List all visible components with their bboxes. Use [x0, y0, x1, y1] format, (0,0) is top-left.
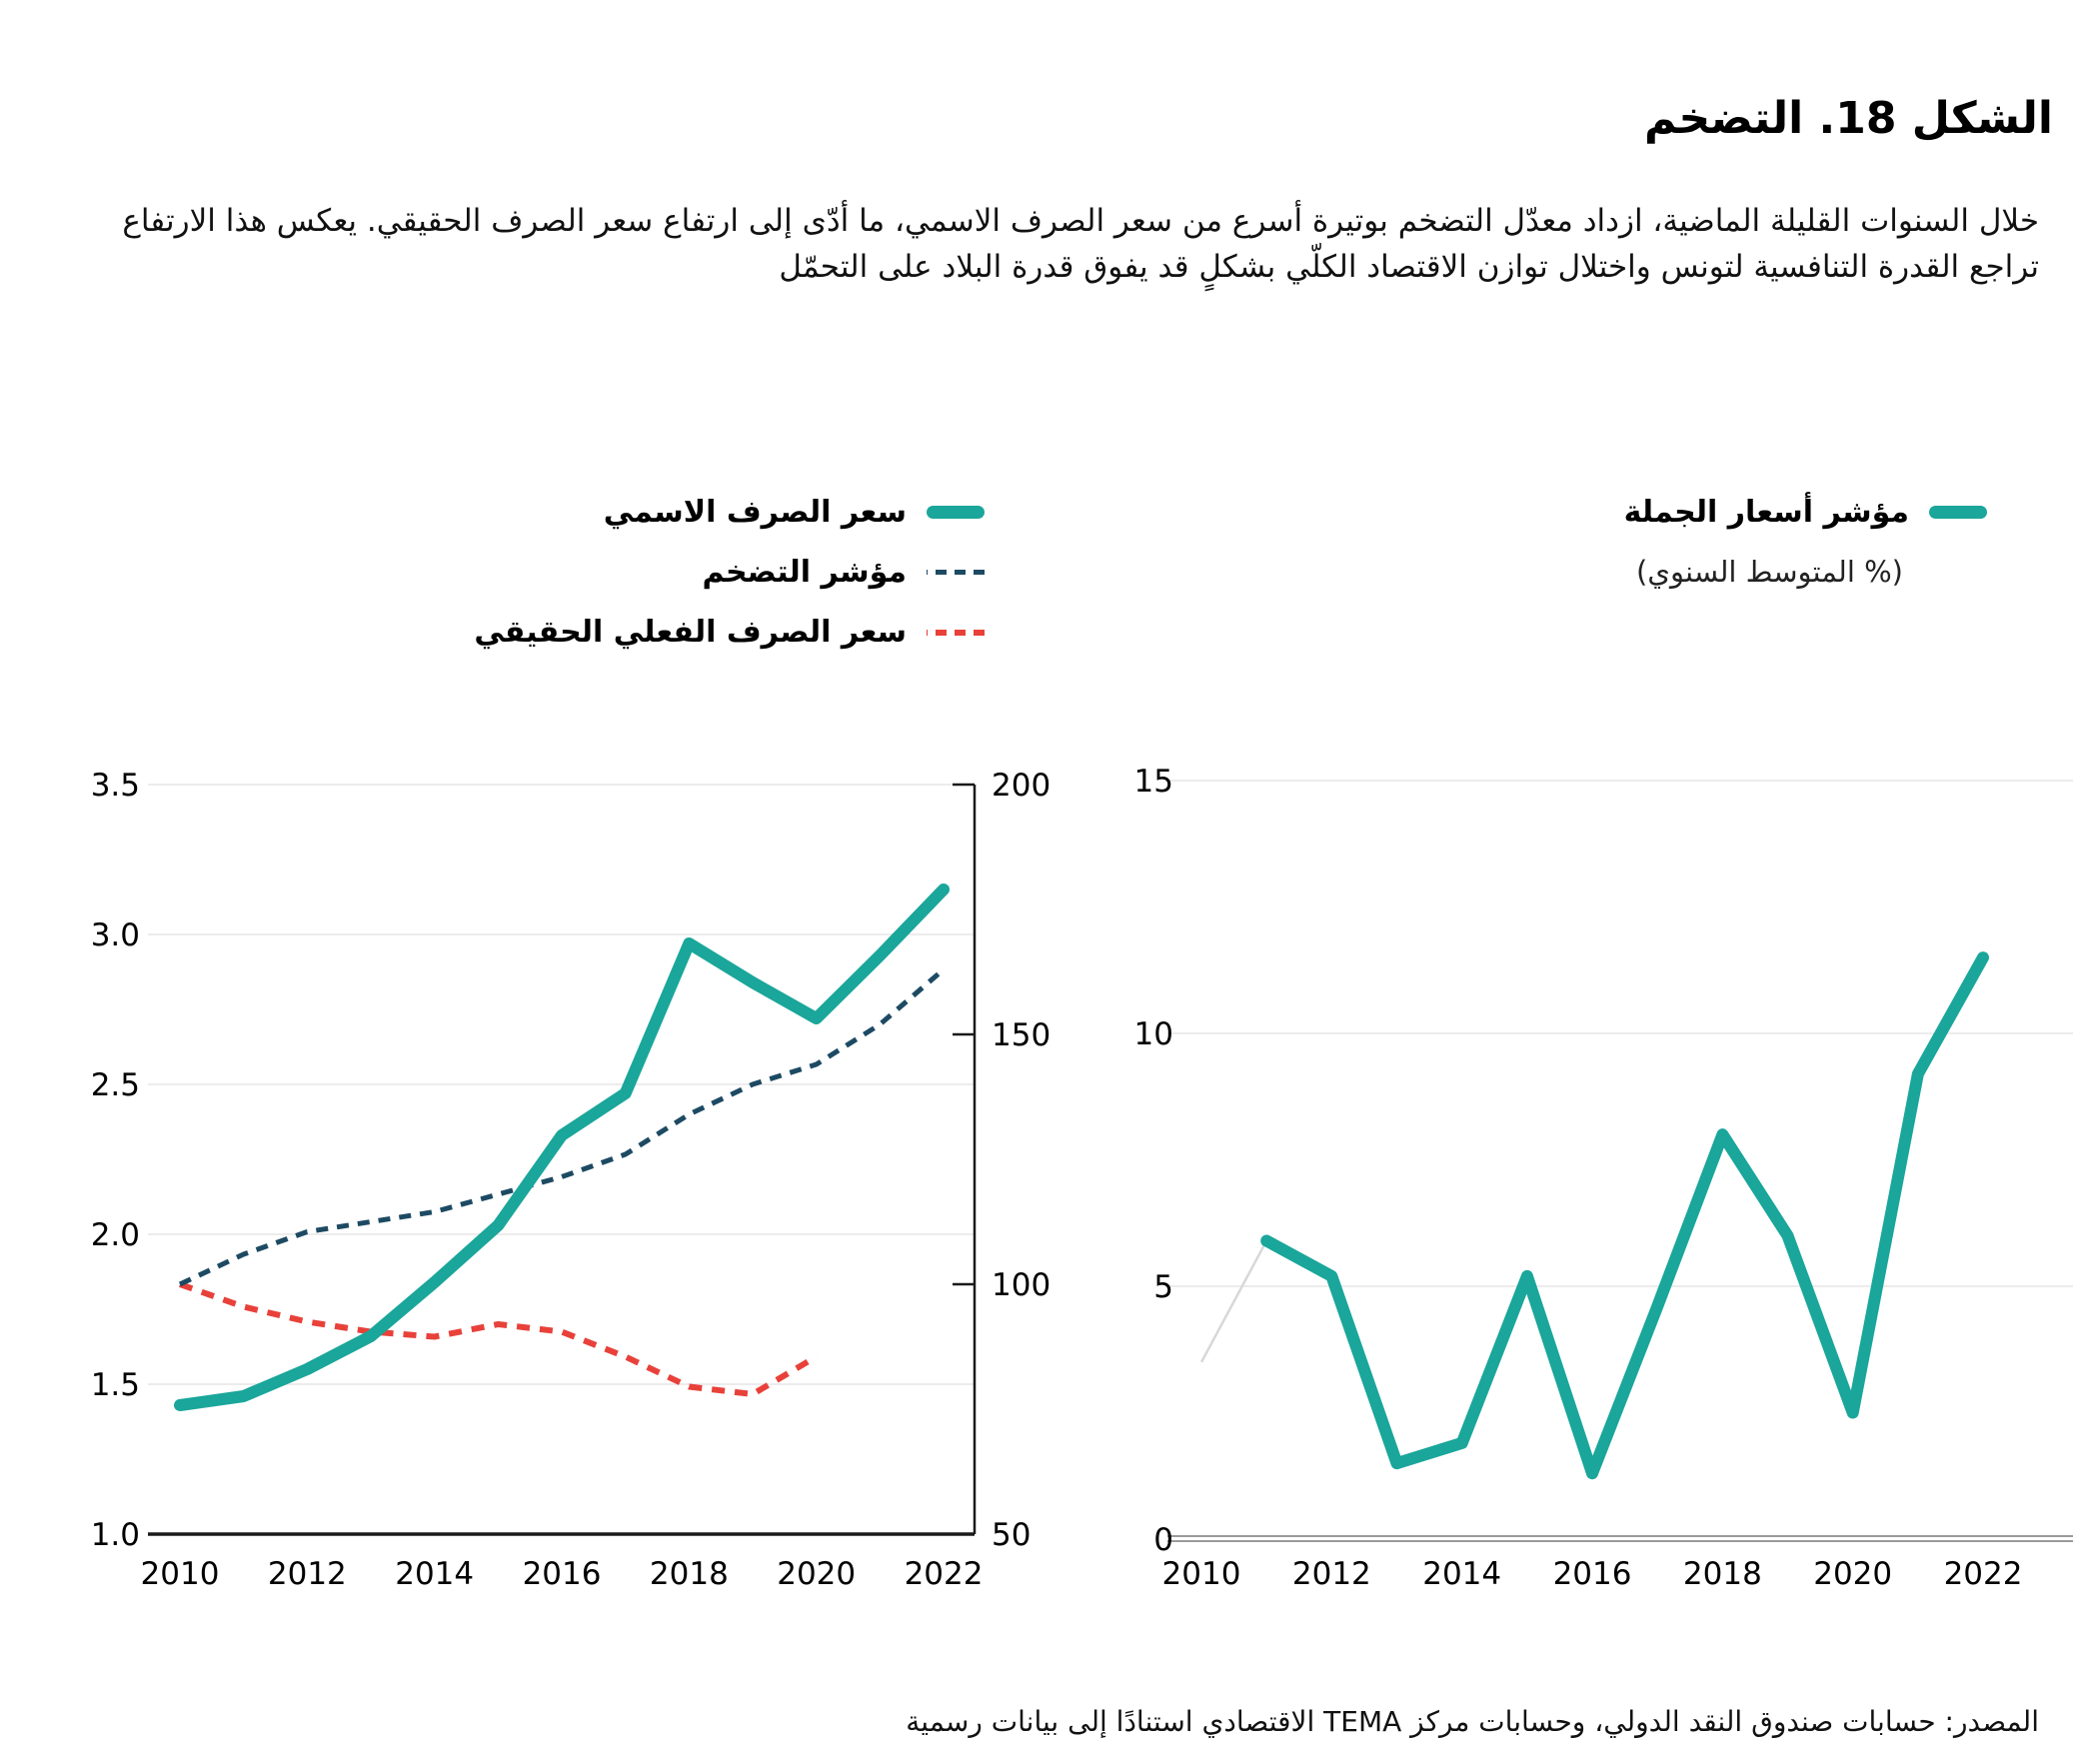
legend-item-real-effective-exchange-rate: سعر الصرف الفعلي الحقيقي	[474, 615, 985, 650]
x-axis-tick-label: 2016	[523, 1556, 602, 1592]
legend-sublabel-annual-average-percent: (% المتوسط السنوي)	[1635, 555, 1903, 589]
series-line-1	[178, 967, 946, 1287]
faint-leadin-segment	[1199, 1239, 1268, 1363]
legend-label-wholesale-price-index: مؤشر أسعار الجملة	[1623, 495, 1909, 530]
series-line-0	[1260, 951, 1989, 1480]
left-axis-tick-label: 2.5	[91, 1067, 140, 1103]
x-axis-tick-label: 2012	[1292, 1556, 1371, 1592]
right-axis-tick-label: 200	[992, 768, 1050, 804]
x-axis-tick-label: 2018	[1683, 1556, 1762, 1592]
left-axis-tick-label: 2.0	[91, 1217, 140, 1253]
x-axis-tick-label: 2010	[141, 1556, 220, 1592]
legend-label-nominal-exchange-rate: سعر الصرف الاسمي	[603, 495, 907, 530]
x-axis-tick-label: 2014	[395, 1556, 474, 1592]
legend-label-inflation-index: مؤشر التضخم	[702, 555, 908, 590]
x-axis-tick-label: 2018	[650, 1556, 729, 1592]
solid-teal-line-swatch-icon	[927, 506, 985, 519]
left-axis-tick-label: 1.0	[91, 1517, 140, 1553]
right-axis-tick-label: 50	[992, 1517, 1031, 1553]
right-axis-tick-label: 150	[992, 1017, 1050, 1053]
x-axis-tick-label: 2012	[268, 1556, 347, 1592]
left-axis-tick-label: 1.5	[91, 1367, 140, 1403]
legend-label-real-effective-exchange-rate: سعر الصرف الفعلي الحقيقي	[474, 615, 907, 650]
x-axis-tick-label: 2022	[1944, 1556, 2023, 1592]
right-chart-legend: مؤشر أسعار الجملة (% المتوسط السنوي)	[1624, 495, 1987, 589]
figure-source: المصدر: حسابات صندوق النقد الدولي، وحساب…	[906, 1705, 2039, 1738]
figure-subtitle: خلال السنوات القليلة الماضية، ازداد معدّ…	[122, 203, 2039, 285]
x-axis-tick-label: 2020	[777, 1556, 856, 1592]
legend-item-wholesale-price-index: مؤشر أسعار الجملة	[1624, 495, 1987, 530]
left-chart-legend: سعر الصرف الاسمي مؤشر التضخم سعر الصرف ا…	[474, 495, 985, 675]
legend-item-nominal-exchange-rate: سعر الصرف الاسمي	[474, 495, 985, 530]
dashed-navy-line-swatch-icon	[927, 570, 985, 575]
series-line-2	[179, 1281, 819, 1397]
y-axis-tick-label: 10	[1134, 1016, 1173, 1052]
right-axis-tick-label: 100	[992, 1267, 1050, 1303]
y-axis-tick-label: 5	[1153, 1269, 1173, 1305]
wholesale-price-index-chart: 0 5 10 15 2010 2012 2014 2016 2018 2020 2022	[1134, 764, 2073, 1592]
y-axis-tick-label: 0	[1153, 1522, 1173, 1558]
x-axis-tick-label: 2010	[1162, 1556, 1241, 1592]
legend-item-inflation-index: مؤشر التضخم	[474, 555, 985, 590]
exchange-rate-inflation-chart: 50 100 150 200 1.0 1.5 2.0 2.5 3.0 3.5 2010 2012 201…	[91, 768, 1050, 1592]
series-line-0	[174, 883, 950, 1411]
page-title: الشكل 18. التضخم	[1644, 93, 2053, 145]
left-axis-tick-label: 3.5	[91, 768, 140, 804]
solid-teal-line-swatch-icon	[1929, 506, 1987, 519]
x-axis-tick-label: 2020	[1813, 1556, 1892, 1592]
x-axis-tick-label: 2022	[905, 1556, 984, 1592]
x-axis-tick-label: 2016	[1553, 1556, 1632, 1592]
left-axis-tick-label: 3.0	[91, 917, 140, 953]
dashed-red-line-swatch-icon	[927, 629, 985, 636]
x-axis-tick-label: 2014	[1422, 1556, 1501, 1592]
y-axis-tick-label: 15	[1134, 764, 1173, 800]
